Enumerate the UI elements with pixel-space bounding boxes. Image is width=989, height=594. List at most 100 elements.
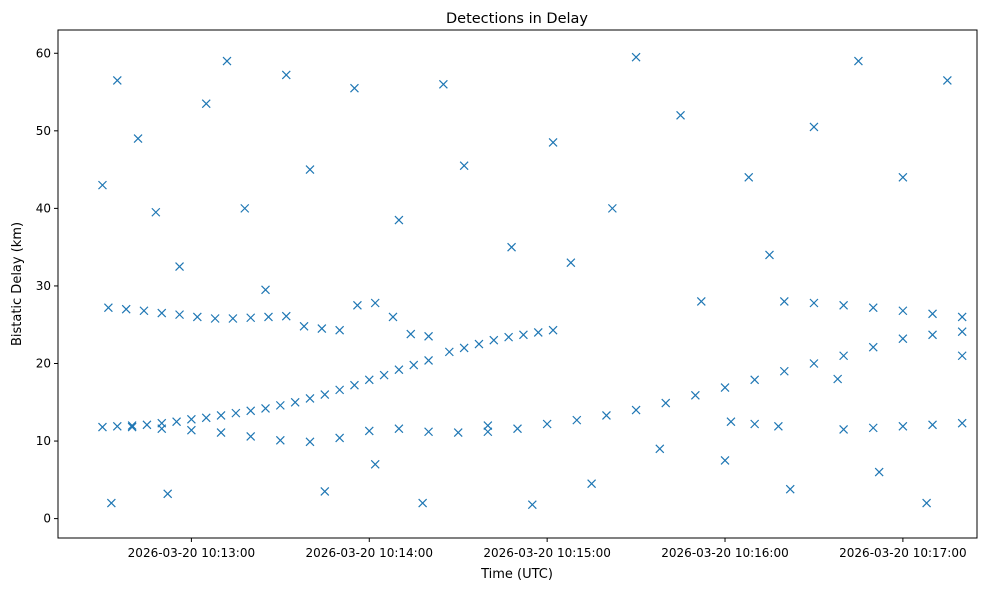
data-point (103, 303, 113, 313)
data-point (406, 329, 416, 339)
data-point (607, 203, 617, 213)
data-point (631, 405, 641, 415)
data-point (527, 500, 537, 510)
data-point (898, 421, 908, 431)
data-point (186, 425, 196, 435)
data-point (424, 427, 433, 437)
y-tick-label: 50 (36, 124, 51, 138)
data-point (750, 375, 760, 385)
data-point (350, 380, 359, 390)
data-point (261, 285, 270, 295)
data-point (112, 421, 122, 431)
y-axis: 0 10 20 30 40 50 60 (36, 46, 58, 526)
data-point (151, 207, 161, 217)
x-axis-label: Time (UTC) (480, 567, 553, 582)
data-point (459, 161, 469, 171)
data-point (874, 467, 884, 477)
data-point (690, 390, 700, 400)
data-point (127, 422, 137, 432)
y-tick-label: 0 (43, 512, 51, 526)
data-point (275, 435, 285, 445)
data-point (264, 312, 273, 322)
data-point (809, 359, 819, 368)
data-point (317, 324, 327, 334)
data-point (175, 262, 184, 271)
data-point (928, 330, 937, 340)
data-point (98, 180, 107, 190)
data-point (275, 400, 285, 410)
data-point (453, 428, 463, 437)
data-point (172, 417, 182, 427)
data-point (201, 99, 211, 109)
data-point (655, 444, 665, 454)
x-tick-label: 2026-03-20 10:17:00 (839, 546, 966, 560)
data-point (444, 347, 454, 357)
x-tick-label: 2026-03-20 10:15:00 (483, 546, 610, 560)
data-point (142, 420, 152, 430)
data-point (438, 79, 448, 89)
data-point (320, 390, 330, 399)
data-point (773, 421, 783, 431)
data-point (394, 365, 404, 375)
data-point (779, 297, 789, 306)
data-point (661, 398, 671, 408)
data-point (364, 375, 374, 385)
data-point (157, 424, 167, 434)
data-point (121, 304, 131, 314)
data-point (533, 328, 543, 337)
data-point (370, 298, 380, 308)
data-point (898, 306, 908, 316)
data-point (853, 56, 863, 66)
data-point (299, 321, 309, 331)
x-tick-label: 2026-03-20 10:16:00 (661, 546, 788, 560)
plot-border (57, 29, 978, 539)
data-point (246, 313, 256, 323)
data-point (133, 134, 143, 144)
data-point (868, 342, 878, 352)
data-point (112, 75, 122, 85)
plot-area (58, 30, 977, 538)
data-point (210, 314, 220, 323)
data-point (474, 339, 484, 349)
data-point (305, 437, 315, 447)
data-point (898, 334, 908, 344)
data-point (631, 52, 641, 62)
data-point (542, 419, 552, 429)
data-point (928, 420, 937, 430)
data-point (216, 428, 226, 437)
data-point (489, 335, 499, 345)
data-point (320, 487, 330, 496)
data-point (519, 330, 528, 340)
data-point (572, 415, 582, 425)
data-point (922, 498, 932, 508)
x-axis: 2026-03-20 10:13:00 2026-03-20 10:14:00 20… (128, 538, 967, 560)
data-point (957, 351, 967, 361)
data-point (106, 498, 116, 508)
data-point (957, 418, 967, 428)
data-point (809, 298, 819, 308)
data-point (833, 374, 843, 384)
data-point (928, 309, 937, 319)
data-point (839, 300, 849, 310)
data-point (868, 303, 878, 313)
data-point (261, 404, 270, 413)
data-point (335, 325, 345, 335)
data-point (809, 122, 819, 132)
data-point (222, 56, 232, 66)
data-point (409, 360, 419, 370)
y-axis-label: Bistatic Delay (km) (10, 222, 25, 346)
data-point (335, 433, 345, 443)
data-point (139, 306, 149, 316)
y-tick-label: 10 (36, 434, 51, 448)
data-point (240, 203, 250, 213)
chart-title: Detections in Delay (446, 11, 588, 27)
data-point (483, 421, 493, 430)
data-point (720, 383, 730, 392)
data-point (364, 426, 374, 436)
data-point (246, 406, 256, 416)
data-point (602, 411, 611, 420)
data-point (127, 421, 137, 430)
data-point (785, 484, 795, 494)
data-point (305, 165, 315, 175)
